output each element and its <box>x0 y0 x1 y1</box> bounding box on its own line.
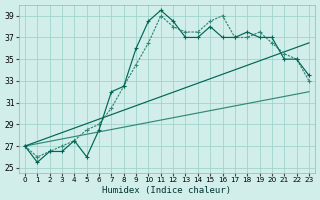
X-axis label: Humidex (Indice chaleur): Humidex (Indice chaleur) <box>102 186 231 195</box>
